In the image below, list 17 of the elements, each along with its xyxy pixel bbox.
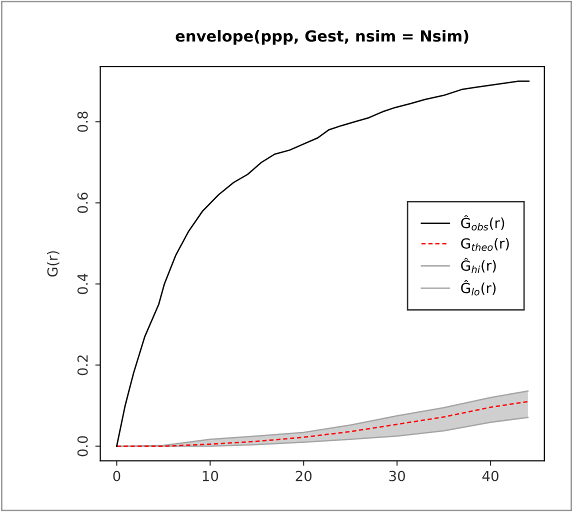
y-tick-label: 0.2 <box>77 355 88 376</box>
x-tick-label: 0 <box>113 470 120 482</box>
x-tick-label: 20 <box>296 470 312 482</box>
y-tick-label: 0.8 <box>77 112 88 132</box>
y-axis-title: G(r) <box>47 251 60 277</box>
x-tick-label: 10 <box>202 470 218 482</box>
x-tick-label: 40 <box>482 470 498 482</box>
legend-label: G$_{theo}$(r) <box>461 238 509 251</box>
y-tick-label: 0.4 <box>77 274 88 294</box>
chart-title: envelope(ppp, Gest, nsim = Nsim) <box>176 30 468 45</box>
legend-label: Ĝ$_{lo}$(r) <box>461 280 496 296</box>
legend-label: Ĝ$_{obs}$(r) <box>461 215 504 230</box>
y-tick-label: 0.6 <box>77 192 88 213</box>
line-series <box>116 80 530 447</box>
y-tick-label: 0.0 <box>77 436 88 456</box>
x-tick-label: 30 <box>389 470 405 482</box>
legend-label: Ĝ$_{hi}$(r) <box>461 258 496 273</box>
